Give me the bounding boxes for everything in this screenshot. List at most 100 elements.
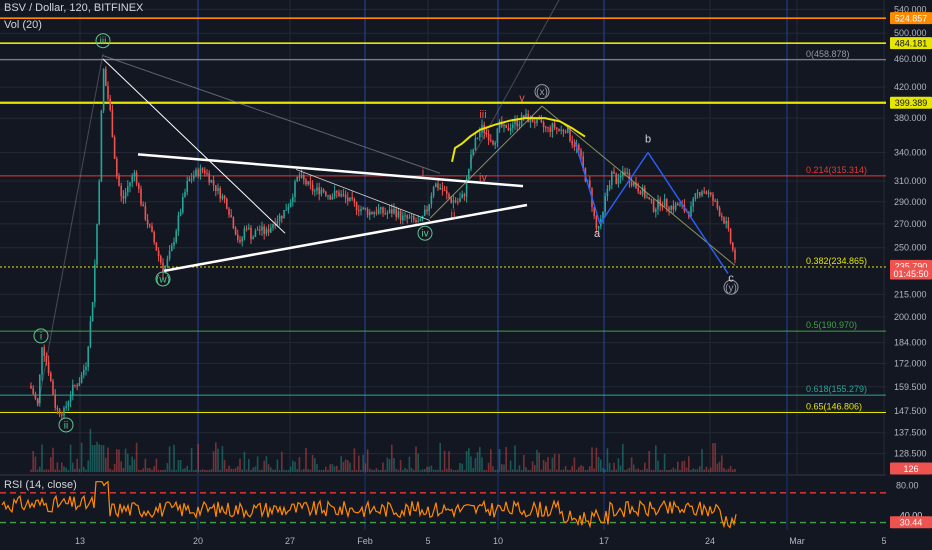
candle-body [560, 129, 562, 131]
abc-projection [647, 152, 729, 274]
candle-body [461, 194, 463, 199]
volume-bar [124, 448, 127, 472]
volume-bar [287, 469, 290, 472]
symbol-line: BSV / Dollar, 120, BITFINEX [4, 2, 144, 14]
candle-body [45, 355, 48, 362]
price-badge [890, 96, 932, 109]
volume-legend[interactable]: Vol (20) [4, 19, 46, 31]
candle-body [571, 140, 573, 145]
candle-body [615, 173, 617, 184]
price-tick-label: 340.000 [894, 148, 927, 158]
candle-body [439, 188, 441, 190]
candle-body [734, 249, 736, 260]
candle-body [727, 220, 730, 229]
volume-bar [536, 449, 538, 472]
volume-bar [195, 469, 197, 472]
candle-body [716, 201, 719, 208]
candle-body [298, 176, 301, 178]
volume-bar [657, 460, 659, 472]
candle-body [608, 185, 611, 189]
candle-body [492, 140, 494, 145]
volume-bar [149, 467, 151, 472]
candle-body [452, 200, 455, 203]
volume-bar [509, 460, 512, 472]
volume-bar [173, 444, 175, 472]
volume-bar [83, 467, 85, 472]
volume-bar [298, 457, 301, 472]
candle-body [360, 209, 362, 212]
volume-bar [113, 463, 116, 472]
candle-body [611, 171, 613, 186]
candle-body [551, 123, 554, 132]
candle-body [109, 98, 111, 110]
volume-bar [626, 469, 628, 472]
volume-bar [386, 457, 389, 472]
candle-body [507, 127, 510, 131]
price-tick-label: 172.000 [894, 358, 927, 368]
price-tick-label: 270.000 [894, 219, 927, 229]
candle-body [679, 204, 681, 206]
candle-body [355, 202, 358, 211]
time-axis[interactable]: 13 20 27 Feb 5 10 17 24 Mar 5 [75, 536, 887, 546]
wave-label: ii [64, 420, 68, 431]
volume-bar [567, 469, 569, 472]
volume-bar [547, 456, 549, 472]
candle-body [296, 176, 298, 182]
volume-bar [597, 456, 600, 472]
candle-body [54, 394, 56, 408]
wave-label: i [422, 166, 424, 178]
candle-body [289, 202, 292, 207]
candle-body [250, 227, 252, 240]
candle-body [639, 191, 642, 195]
candle-body [443, 189, 446, 191]
candle-body [133, 172, 136, 176]
volume-bar [265, 456, 268, 472]
volume-bar [263, 460, 265, 472]
volume-bar [479, 447, 481, 472]
volume-bar [153, 466, 155, 472]
volume-bar [283, 469, 285, 472]
volume-bar [377, 469, 380, 472]
symbol-title[interactable]: BSV / Dollar, 120, BITFINEX [4, 2, 147, 14]
volume-bar [85, 469, 87, 472]
volume-bar [355, 469, 358, 472]
price-badge [890, 37, 932, 50]
wave-circle [534, 84, 550, 100]
candle-body [160, 256, 162, 263]
candle-body [270, 227, 272, 233]
volume-bar [314, 458, 316, 472]
candle-body [358, 210, 360, 212]
candle-body [52, 380, 54, 395]
volume-bar [512, 469, 514, 472]
volume-bar [52, 447, 54, 472]
volume-bar [652, 469, 655, 472]
volume-bar [443, 450, 446, 472]
candle-body [144, 206, 147, 220]
volume-bar [212, 451, 215, 472]
candle-body [707, 192, 710, 194]
volume-bar [470, 456, 472, 472]
volume-bar [294, 461, 296, 472]
candle-body [536, 117, 538, 124]
volume-bar [531, 461, 534, 472]
volume-bar [391, 444, 393, 472]
volume-bar [366, 449, 369, 472]
volume-bar [540, 469, 543, 472]
volume-bar [463, 469, 466, 472]
volume-bar [696, 469, 699, 472]
volume-bar [435, 469, 437, 472]
rsi-legend[interactable]: RSI (14, close) [4, 479, 81, 491]
candle-body [239, 239, 241, 242]
candle-body [690, 206, 692, 217]
volume-bar [56, 462, 59, 472]
candle-body [646, 197, 648, 199]
volume-bar [111, 469, 114, 472]
volume-bar [483, 469, 485, 472]
candle-body [230, 214, 232, 218]
candle-body [50, 373, 52, 381]
volume-bar [714, 442, 716, 472]
candle-body [331, 196, 334, 200]
candle-body [595, 216, 598, 229]
